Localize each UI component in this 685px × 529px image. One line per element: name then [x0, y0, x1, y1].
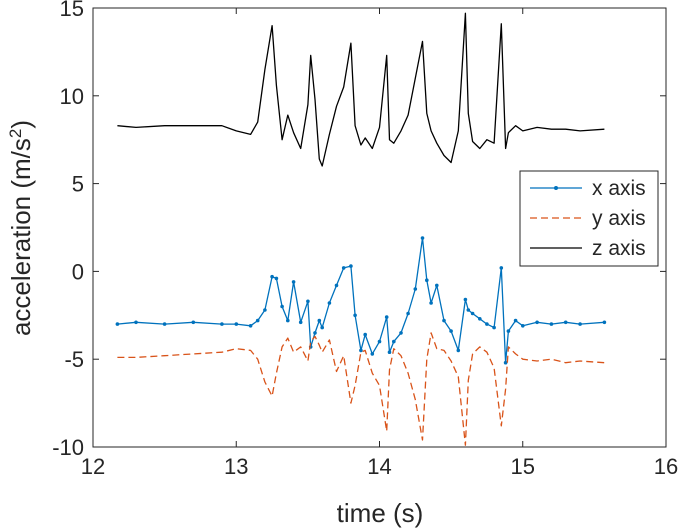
series-point-x-axis: [499, 266, 504, 270]
x-tick-label: 15: [511, 454, 535, 479]
series-point-x-axis: [115, 322, 120, 326]
series-point-x-axis: [134, 320, 138, 325]
x-tick-label: 14: [367, 454, 391, 479]
y-tick-label: 5: [72, 172, 84, 197]
y-tick-label: 15: [60, 0, 84, 21]
series-point-x-axis: [377, 339, 382, 344]
series-point-x-axis: [162, 322, 167, 326]
x-tick-label: 12: [81, 454, 105, 479]
series-point-x-axis: [280, 304, 284, 309]
series-point-x-axis: [478, 317, 482, 321]
series-point-x-axis: [341, 266, 346, 270]
y-tick-label: -5: [64, 347, 84, 372]
series-point-x-axis: [248, 324, 253, 328]
y-tick-label: 10: [60, 84, 84, 109]
series-point-x-axis: [506, 329, 511, 333]
series-layer: [115, 12, 607, 446]
series-point-x-axis: [463, 297, 468, 302]
series-point-x-axis: [521, 324, 525, 328]
series-point-x-axis: [578, 322, 582, 326]
series-point-x-axis: [399, 331, 403, 335]
series-point-x-axis: [298, 320, 303, 325]
series-point-x-axis: [320, 325, 325, 330]
series-point-x-axis: [413, 287, 418, 291]
series-point-x-axis: [392, 339, 396, 344]
series-point-x-axis: [485, 322, 489, 326]
series-point-x-axis: [492, 325, 496, 330]
series-point-x-axis: [359, 348, 363, 353]
x-axis-title: time (s): [337, 498, 424, 528]
series-point-x-axis: [470, 311, 475, 316]
series-point-x-axis: [334, 283, 339, 288]
series-point-x-axis: [234, 322, 239, 326]
series-point-x-axis: [274, 276, 279, 281]
series-point-x-axis: [563, 320, 568, 325]
series-point-x-axis: [503, 360, 508, 365]
series-line-z-axis: [117, 12, 605, 167]
series-point-x-axis: [513, 318, 518, 323]
series-point-x-axis: [429, 301, 433, 305]
series-point-x-axis: [387, 350, 392, 355]
y-tick-label: -10: [52, 435, 84, 460]
series-line-x-axis: [117, 237, 605, 364]
series-point-x-axis: [286, 318, 290, 323]
series-point-x-axis: [370, 352, 375, 356]
series-point-x-axis: [349, 264, 353, 268]
series-point-x-axis: [306, 299, 310, 304]
y-axis-title-main: acceleration (m/s: [6, 138, 36, 336]
series-point-x-axis: [406, 311, 410, 316]
series-point-x-axis: [384, 315, 389, 319]
y-axis-title-superscript: 2: [6, 129, 25, 138]
series-point-x-axis: [602, 320, 607, 325]
series-point-x-axis: [317, 318, 322, 323]
axes-layer: 12 13 14 15 16 -10 -5 0 5 10 15: [52, 0, 678, 479]
legend-label: x axis: [592, 177, 646, 200]
series-point-x-axis: [535, 320, 539, 325]
series-point-x-axis: [291, 280, 296, 284]
legend-label: y axis: [592, 207, 646, 230]
series-point-x-axis: [263, 308, 267, 312]
series-point-x-axis: [191, 320, 196, 325]
series-point-x-axis: [435, 283, 439, 288]
series-point-x-axis: [420, 236, 425, 240]
legend-swatch-marker: [554, 186, 558, 190]
series-point-x-axis: [270, 274, 274, 279]
series-point-x-axis: [353, 313, 357, 318]
series-point-x-axis: [220, 322, 224, 326]
series-point-x-axis: [442, 318, 446, 323]
series-point-x-axis: [255, 318, 260, 323]
y-tick-label: 0: [72, 259, 84, 284]
legend: x axis y axis z axis: [519, 170, 659, 267]
series-point-x-axis: [456, 348, 461, 353]
series-point-x-axis: [449, 329, 453, 333]
series-point-x-axis: [549, 322, 554, 326]
series-point-x-axis: [363, 332, 368, 337]
series-point-x-axis: [425, 278, 429, 283]
x-tick-label: 13: [224, 454, 248, 479]
y-axis-title-close: ): [6, 120, 36, 129]
series-point-x-axis: [313, 331, 317, 335]
series-line-y-axis: [117, 332, 605, 446]
legend-label: z axis: [592, 237, 646, 260]
series-point-x-axis: [327, 301, 332, 305]
y-axis-title: acceleration (m/s2): [6, 120, 36, 336]
series-point-x-axis: [466, 308, 471, 312]
x-tick-label: 16: [654, 454, 678, 479]
